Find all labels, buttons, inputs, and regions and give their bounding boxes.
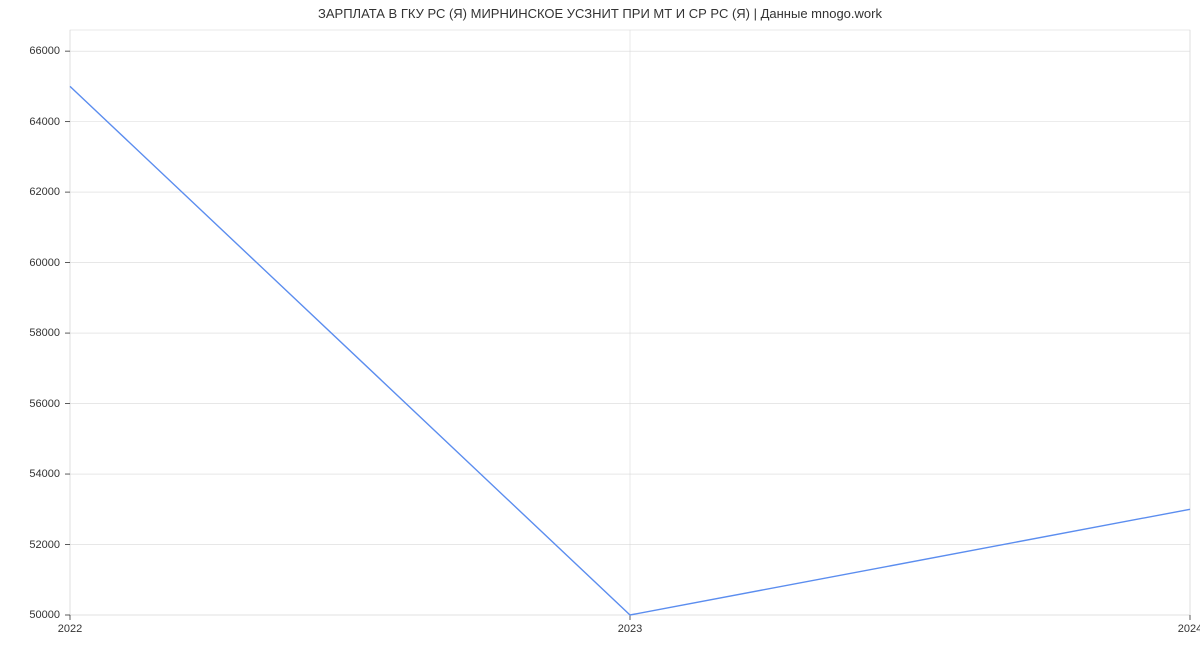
y-tick-label: 62000 — [10, 186, 60, 198]
y-tick-label: 66000 — [10, 45, 60, 57]
chart-plot-area — [0, 0, 1200, 650]
x-tick-label: 2022 — [58, 623, 82, 635]
y-tick-label: 56000 — [10, 398, 60, 410]
y-tick-label: 60000 — [10, 257, 60, 269]
x-tick-label: 2024 — [1178, 623, 1200, 635]
y-tick-label: 52000 — [10, 539, 60, 551]
line-chart: ЗАРПЛАТА В ГКУ РС (Я) МИРНИНСКОЕ УСЗНИТ … — [0, 0, 1200, 650]
x-tick-label: 2023 — [618, 623, 642, 635]
y-tick-label: 50000 — [10, 609, 60, 621]
y-tick-label: 54000 — [10, 468, 60, 480]
y-tick-label: 64000 — [10, 116, 60, 128]
y-tick-label: 58000 — [10, 327, 60, 339]
